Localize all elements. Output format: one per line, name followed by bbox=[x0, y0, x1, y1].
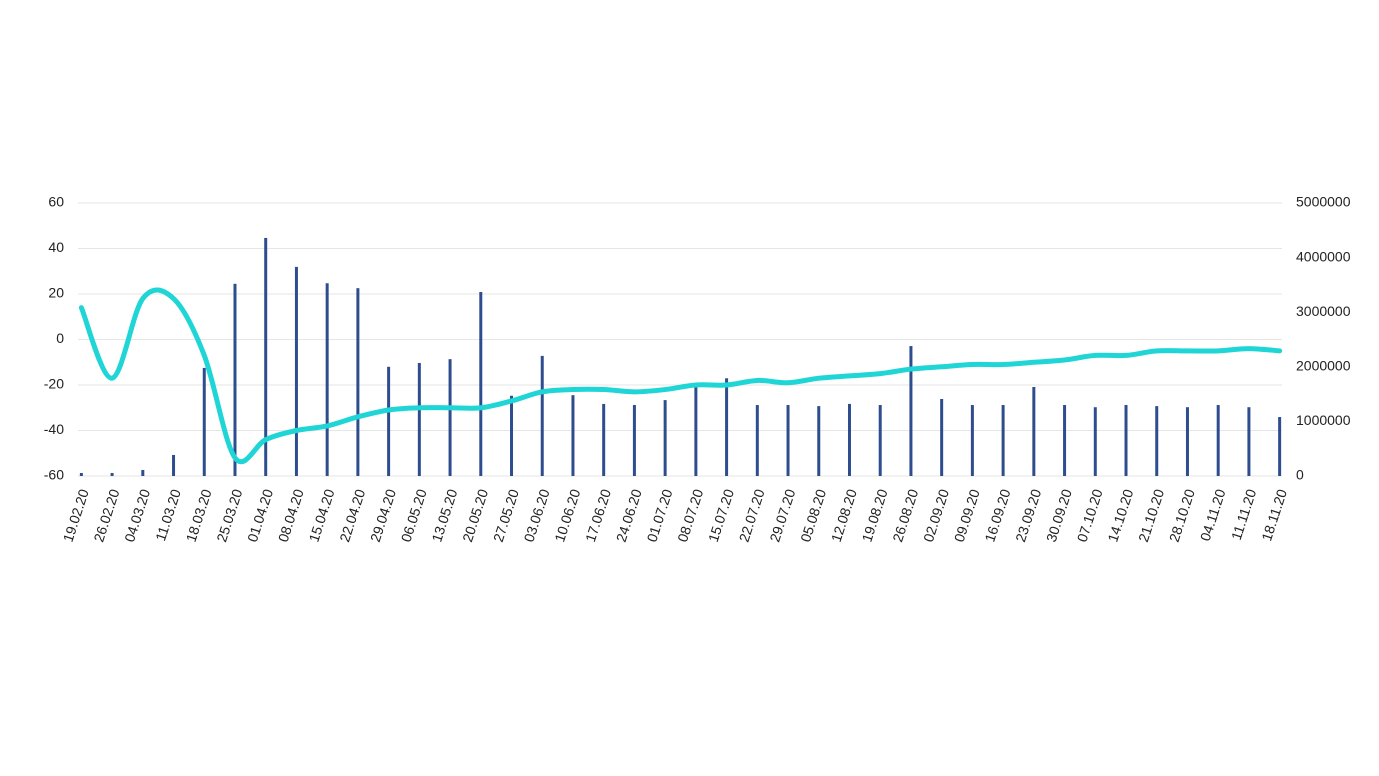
y2-tick-label: 5000000 bbox=[1296, 194, 1351, 210]
x-tick-label: 19.02.20 bbox=[60, 487, 92, 544]
bar bbox=[1093, 407, 1097, 476]
x-tick-label: 15.04.20 bbox=[305, 487, 337, 544]
y-tick-label: 0 bbox=[56, 330, 64, 346]
bar bbox=[1155, 406, 1159, 476]
bar bbox=[602, 403, 606, 476]
bar bbox=[387, 366, 391, 476]
bar bbox=[172, 454, 176, 476]
bar bbox=[233, 283, 237, 476]
x-tick-label: 22.04.20 bbox=[336, 487, 368, 544]
x-tick-label: 28.10.20 bbox=[1166, 487, 1198, 544]
x-tick-label: 23.09.20 bbox=[1012, 487, 1044, 544]
y2-tick-label: 0 bbox=[1296, 467, 1304, 483]
x-tick-label: 24.06.20 bbox=[613, 487, 645, 544]
x-tick-label: 21.10.20 bbox=[1135, 487, 1167, 544]
bar bbox=[79, 472, 83, 476]
x-tick-label: 11.11.20 bbox=[1228, 487, 1259, 542]
line bbox=[78, 287, 1283, 465]
bar bbox=[1247, 407, 1251, 476]
x-tick-label: 29.04.20 bbox=[367, 487, 399, 544]
bar bbox=[940, 399, 944, 476]
x-tick-label: 03.06.20 bbox=[521, 487, 553, 544]
y-tick-label: -60 bbox=[44, 467, 64, 483]
bar bbox=[663, 400, 667, 476]
x-tick-label: 04.11.20 bbox=[1197, 487, 1229, 543]
y2-tick-label: 4000000 bbox=[1296, 248, 1351, 264]
bar bbox=[725, 378, 729, 476]
bar bbox=[571, 395, 575, 476]
y2-tick-label: 1000000 bbox=[1296, 412, 1351, 428]
bar bbox=[356, 288, 360, 476]
bar bbox=[294, 266, 298, 476]
x-tick-label: 30.09.20 bbox=[1043, 487, 1075, 544]
x-tick-label: 09.09.20 bbox=[951, 487, 983, 544]
x-tick-label: 14.10.20 bbox=[1104, 487, 1136, 544]
bar bbox=[264, 237, 268, 476]
x-tick-label: 26.08.20 bbox=[889, 487, 921, 544]
bar bbox=[909, 346, 913, 476]
x-tick-label: 06.05.20 bbox=[398, 487, 430, 544]
x-tick-label: 02.09.20 bbox=[920, 487, 952, 544]
x-tick-label: 18.03.20 bbox=[183, 487, 215, 544]
x-tick-label: 12.08.20 bbox=[828, 487, 860, 544]
y2-tick-label: 3000000 bbox=[1296, 303, 1351, 319]
bar bbox=[817, 406, 821, 476]
bar bbox=[970, 405, 974, 476]
x-tick-label: 05.08.20 bbox=[797, 487, 829, 544]
x-tick-label: 29.07.20 bbox=[766, 487, 798, 544]
bar bbox=[694, 387, 698, 476]
x-tick-label: 11.03.20 bbox=[152, 487, 184, 543]
x-tick-label: 17.06.20 bbox=[582, 487, 614, 544]
x-tick-label: 15.07.20 bbox=[705, 487, 737, 544]
x-tick-label: 13.05.20 bbox=[428, 487, 460, 544]
bar bbox=[1063, 405, 1067, 476]
bar bbox=[632, 405, 636, 476]
bar bbox=[786, 405, 790, 476]
bar bbox=[847, 403, 851, 476]
bar bbox=[479, 291, 483, 476]
bar bbox=[202, 367, 206, 476]
x-tick-label: 16.09.20 bbox=[981, 487, 1013, 544]
y-tick-label: 40 bbox=[48, 239, 64, 255]
bar bbox=[110, 472, 114, 476]
bar bbox=[1001, 405, 1005, 476]
bar bbox=[417, 362, 421, 476]
bar bbox=[755, 405, 759, 476]
x-tick-label: 08.04.20 bbox=[275, 487, 307, 544]
x-tick-label: 22.07.20 bbox=[736, 487, 768, 544]
x-tick-label: 01.07.20 bbox=[643, 487, 675, 544]
bar bbox=[510, 395, 514, 476]
bar bbox=[1124, 405, 1128, 476]
y-tick-label: -20 bbox=[44, 376, 64, 392]
bar bbox=[1185, 407, 1189, 476]
bar bbox=[325, 283, 329, 476]
x-tick-label: 25.03.20 bbox=[213, 487, 245, 544]
y2-tick-label: 2000000 bbox=[1296, 358, 1351, 374]
y-tick-label: 60 bbox=[48, 194, 64, 210]
bar bbox=[1216, 405, 1220, 476]
x-tick-label: 07.10.20 bbox=[1074, 487, 1106, 544]
bar bbox=[1278, 417, 1282, 476]
x-tick-label: 18.11.20 bbox=[1258, 487, 1290, 543]
x-tick-label: 27.05.20 bbox=[490, 487, 522, 544]
x-tick-label: 10.06.20 bbox=[551, 487, 583, 544]
bar bbox=[540, 355, 544, 476]
y-tick-label: 20 bbox=[48, 285, 64, 301]
x-tick-label: 08.07.20 bbox=[674, 487, 706, 544]
x-tick-label: 04.03.20 bbox=[121, 487, 153, 544]
x-tick-label: 19.08.20 bbox=[859, 487, 891, 544]
y-tick-label: -40 bbox=[44, 421, 64, 437]
bar bbox=[878, 405, 882, 476]
bar bbox=[1032, 387, 1036, 476]
x-tick-label: 26.02.20 bbox=[90, 487, 122, 544]
x-tick-label: 20.05.20 bbox=[459, 487, 491, 544]
x-tick-label: 01.04.20 bbox=[244, 487, 276, 544]
bar bbox=[448, 359, 452, 476]
bar bbox=[141, 469, 145, 476]
